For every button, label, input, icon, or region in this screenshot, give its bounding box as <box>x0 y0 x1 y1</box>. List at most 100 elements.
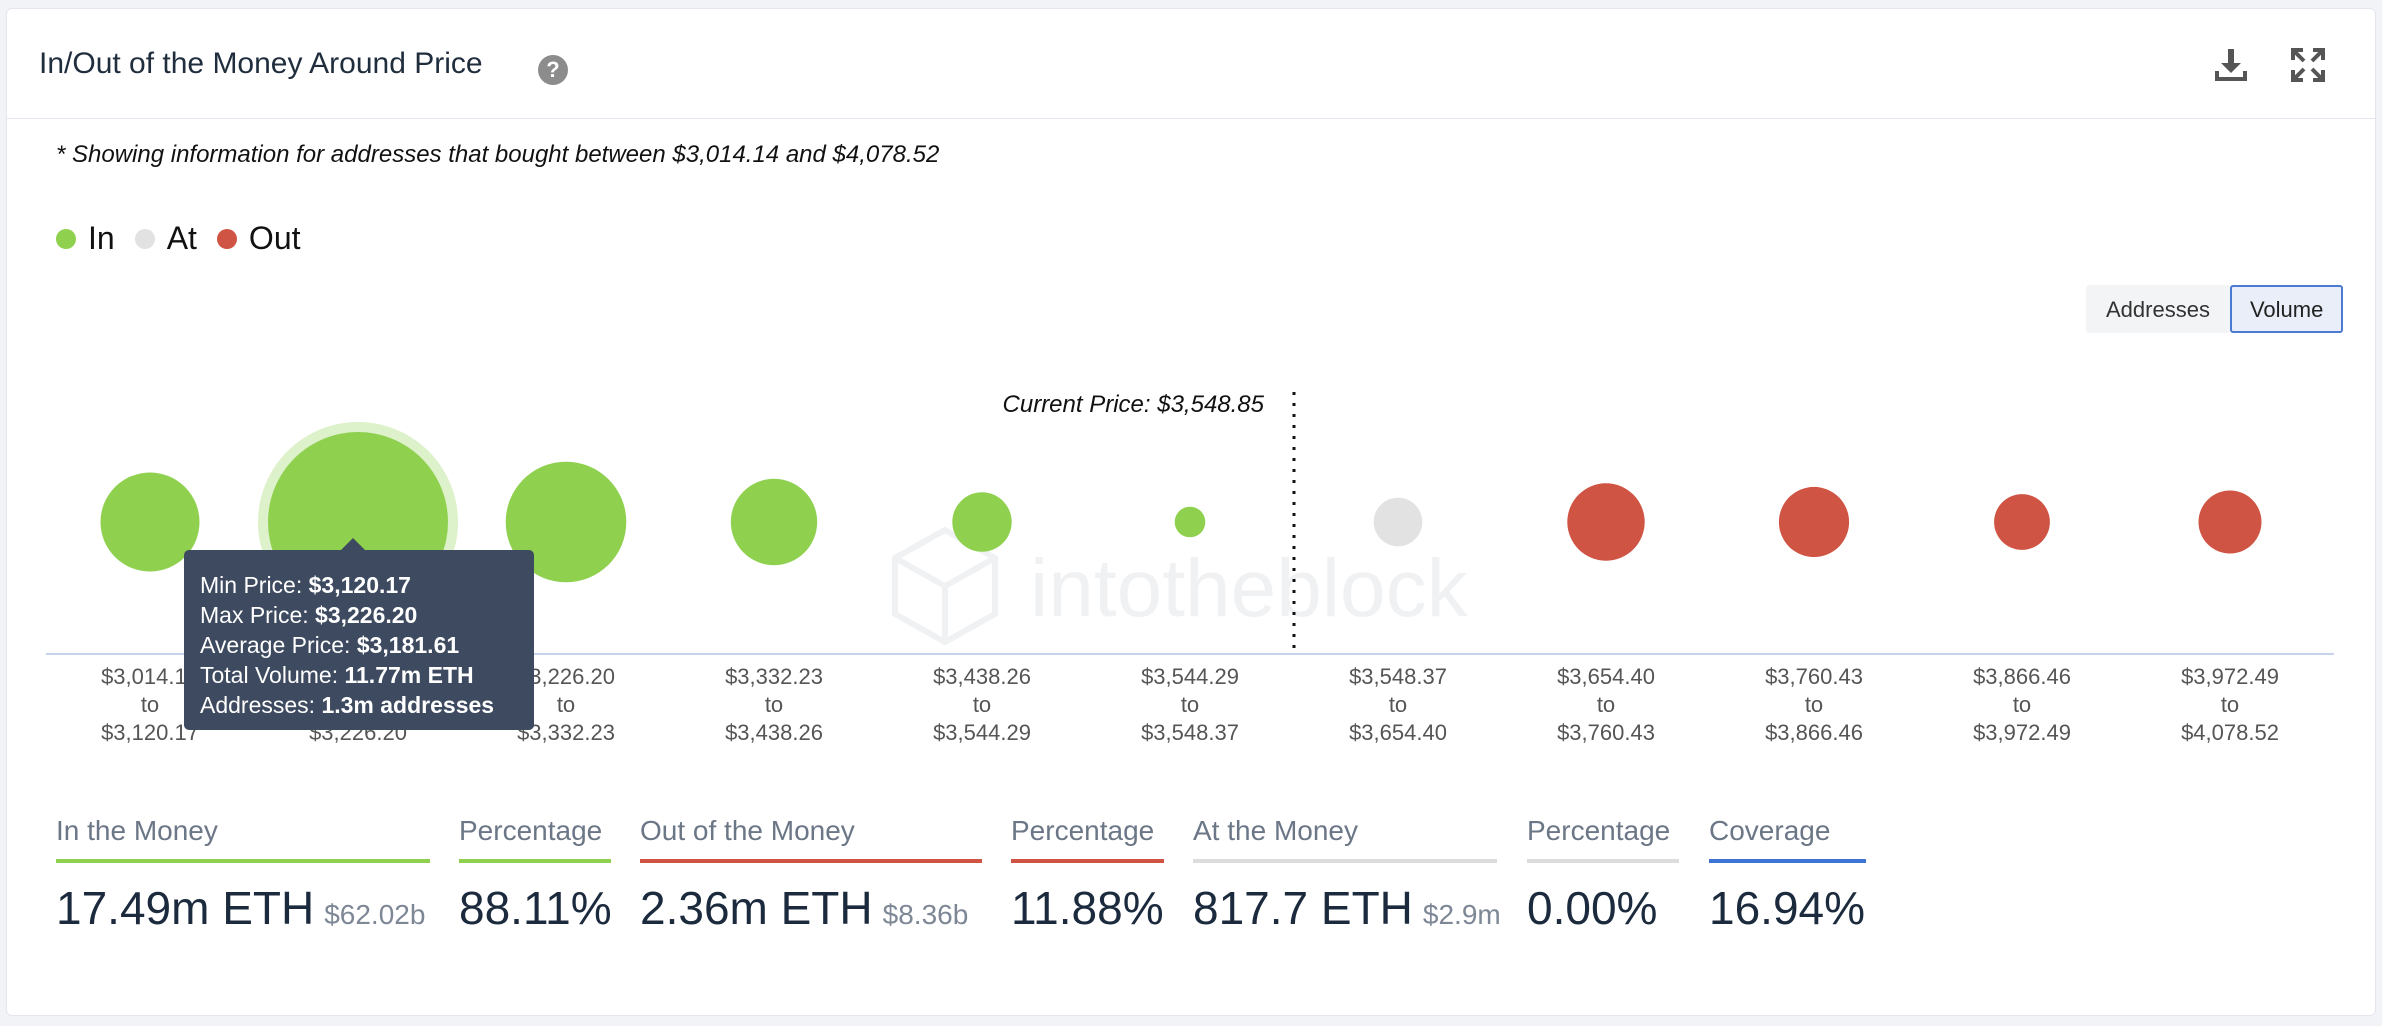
tooltip-volume-label: Total Volume: <box>200 662 339 688</box>
stat-value: 16.94% <box>1709 882 1866 934</box>
stat-main-value: 817.7 ETH <box>1193 882 1413 934</box>
x-tick-label-5-until: $3,548.37 <box>1141 720 1239 745</box>
bubble-out-8[interactable] <box>1778 486 1850 558</box>
stat-coverage: Coverage 16.94% <box>1709 815 1866 935</box>
x-tick-label-5-from: $3,544.29 <box>1141 664 1239 689</box>
stat-underline <box>1709 859 1866 863</box>
bubble-in-5[interactable] <box>1174 506 1206 538</box>
download-icon[interactable] <box>2211 45 2251 85</box>
stat-label: In the Money <box>56 815 218 846</box>
legend-item-out[interactable]: Out <box>216 220 301 257</box>
tooltip-avg-row: Average Price: $3,181.61 <box>200 630 518 660</box>
card-header: In/Out of the Money Around Price ? <box>7 9 2375 119</box>
tooltip-volume-value: 11.77m ETH <box>344 662 474 688</box>
chart-title: In/Out of the Money Around Price <box>39 47 483 80</box>
stat-underline <box>1011 859 1164 863</box>
tooltip-min-row: Min Price: $3,120.17 <box>200 570 518 600</box>
stat-label: At the Money <box>1193 815 1358 846</box>
stat-main-value: 17.49m ETH <box>56 882 315 934</box>
legend-dot-out <box>216 228 237 249</box>
stat-sub-value: $8.36b <box>882 899 969 930</box>
volume-toggle-button[interactable]: Volume <box>2229 285 2344 333</box>
x-tick-label-9-until: $3,972.49 <box>1973 720 2071 745</box>
tooltip-avg-value: $3,181.61 <box>356 632 460 658</box>
stat-at-the-money: At the Money 817.7 ETH $2.9m <box>1193 815 1501 935</box>
stat-value: 11.88% <box>1011 882 1164 934</box>
legend-label-in: In <box>88 220 115 256</box>
x-tick-label-0-until: $3,120.17 <box>101 720 199 745</box>
bubble-out-9[interactable] <box>1994 494 2050 550</box>
bubble-tooltip: Min Price: $3,120.17 Max Price: $3,226.2… <box>184 550 534 730</box>
bubble-out-10[interactable] <box>2198 490 2262 554</box>
legend-dot-at <box>134 228 155 249</box>
x-tick-label-3-until: $3,438.26 <box>725 720 823 745</box>
x-tick-label-9-from: $3,866.46 <box>1973 664 2071 689</box>
metric-toggle: Addresses Volume <box>2086 285 2344 333</box>
bubble-out-7[interactable] <box>1567 483 1645 561</box>
stat-in-the-money: In the Money 17.49m ETH $62.02b <box>56 815 430 935</box>
x-tick-label-7-from: $3,654.40 <box>1557 664 1655 689</box>
stat-value: 88.11% <box>459 882 612 934</box>
stat-out-of-the-money: Out of the Money 2.36m ETH $8.36b <box>640 815 982 935</box>
x-tick-label-4-until: $3,544.29 <box>933 720 1031 745</box>
x-tick-label-8-from: $3,760.43 <box>1765 664 1863 689</box>
watermark-text: intotheblock <box>1030 543 1469 634</box>
tooltip-addresses-label: Addresses: <box>200 692 316 718</box>
addresses-toggle-button[interactable]: Addresses <box>2086 285 2230 333</box>
tooltip-min-label: Min Price: <box>200 572 303 598</box>
x-tick-label-6-from: $3,548.37 <box>1349 664 1447 689</box>
range-note: * Showing information for addresses that… <box>56 141 940 168</box>
stat-underline <box>1193 859 1497 863</box>
tooltip-max-row: Max Price: $3,226.20 <box>200 600 518 630</box>
stat-value: 2.36m ETH $8.36b <box>640 881 982 935</box>
stat-label: Percentage <box>1011 815 1155 846</box>
legend-dot-in <box>56 228 76 249</box>
x-tick-label-10-to: to <box>2221 692 2239 717</box>
x-tick-label-8-to: to <box>1805 692 1823 717</box>
bubble-in-0[interactable] <box>100 472 200 572</box>
tooltip-addresses-row: Addresses: 1.3m addresses <box>200 690 518 720</box>
legend-label-out: Out <box>248 220 301 256</box>
current-price-label: Current Price: $3,548.85 <box>1003 391 1265 418</box>
x-tick-label-5-to: to <box>1181 692 1199 717</box>
stat-sub-value: $62.02b <box>324 899 426 930</box>
legend-label-at: At <box>166 220 197 256</box>
legend-item-in[interactable]: In <box>56 220 115 257</box>
x-tick-label-0-to: to <box>141 692 159 717</box>
x-tick-label-7-to: to <box>1597 692 1615 717</box>
bubble-in-4[interactable] <box>952 492 1012 552</box>
tooltip-volume-row: Total Volume: 11.77m ETH <box>200 660 518 690</box>
stat-label: Coverage <box>1709 815 1831 846</box>
stat-sub-value: $2.9m <box>1422 899 1501 930</box>
x-tick-label-9-to: to <box>2013 692 2031 717</box>
x-tick-label-6-until: $3,654.40 <box>1349 720 1447 745</box>
x-tick-label-8-until: $3,866.46 <box>1765 720 1863 745</box>
x-tick-label-3-to: to <box>765 692 783 717</box>
x-tick-label-10-until: $4,078.52 <box>2181 720 2279 745</box>
stat-value: 817.7 ETH $2.9m <box>1193 881 1501 935</box>
bubble-in-2[interactable] <box>505 461 627 583</box>
stat-at-percentage: Percentage 0.00% <box>1527 815 1679 935</box>
stat-label: Out of the Money <box>640 815 855 846</box>
stat-main-value: 2.36m ETH <box>640 882 873 934</box>
legend-item-at[interactable]: At <box>134 220 197 257</box>
tooltip-avg-label: Average Price: <box>200 632 351 658</box>
tooltip-min-value: $3,120.17 <box>308 572 411 598</box>
x-tick-label-6-to: to <box>1389 692 1407 717</box>
question-circle-icon[interactable]: ? <box>538 55 568 85</box>
fullscreen-icon[interactable] <box>2290 47 2326 83</box>
tooltip-max-value: $3,226.20 <box>315 602 418 628</box>
x-tick-label-4-to: to <box>973 692 991 717</box>
x-tick-label-10-from: $3,972.49 <box>2181 664 2279 689</box>
tooltip-arrow <box>340 538 366 551</box>
stat-underline <box>459 859 611 863</box>
tooltip-max-label: Max Price: <box>200 602 309 628</box>
watermark-logo: intotheblock <box>892 526 1469 646</box>
stat-underline <box>56 859 430 863</box>
stat-value: 0.00% <box>1527 882 1658 934</box>
stat-value: 17.49m ETH $62.02b <box>56 881 430 935</box>
stat-label: Percentage <box>1527 815 1671 846</box>
bubble-at-6[interactable] <box>1373 497 1423 547</box>
x-tick-label-2-to: to <box>557 692 575 717</box>
bubble-in-3[interactable] <box>730 478 818 566</box>
